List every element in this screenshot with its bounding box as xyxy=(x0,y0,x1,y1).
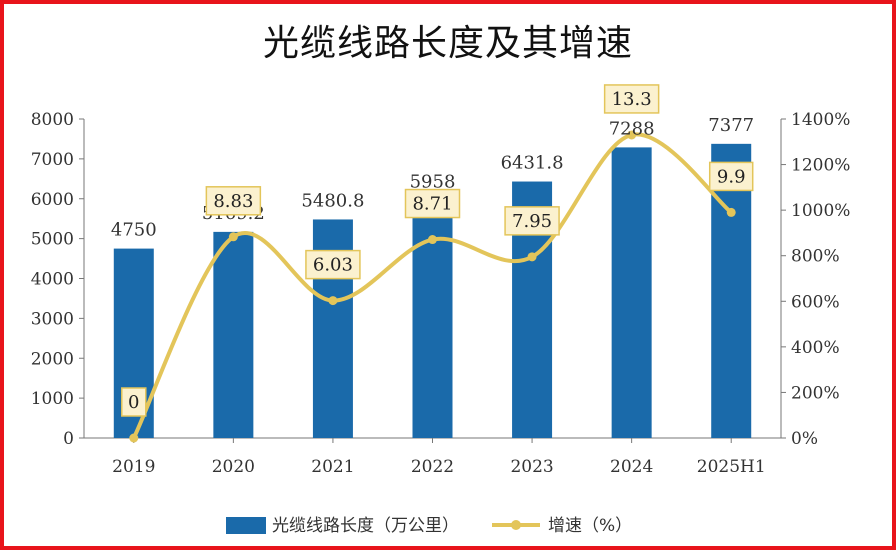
bar-value-label: 4750 xyxy=(111,220,157,241)
left-tick-label: 3000 xyxy=(31,309,74,329)
legend-bar-label: 光缆线路长度（万公里） xyxy=(272,516,459,536)
legend-bar-swatch xyxy=(226,517,266,534)
line-value-label: 7.95 xyxy=(512,211,552,232)
line-label-box xyxy=(121,387,147,417)
bar-value-label: 5480.8 xyxy=(301,190,364,211)
line-value-label: 13.3 xyxy=(612,89,652,110)
line-label-box xyxy=(205,186,262,216)
left-tick-label: 7000 xyxy=(31,150,74,170)
right-tick-label: 200% xyxy=(791,383,840,403)
left-tick-label: 8000 xyxy=(31,110,74,130)
right-tick-label: 600% xyxy=(791,292,840,312)
line-point xyxy=(328,296,338,306)
legend-line-marker xyxy=(511,520,521,530)
line-point xyxy=(428,235,437,245)
bar xyxy=(711,143,752,438)
right-tick-label: 400% xyxy=(791,338,840,358)
right-tick-label: 1400% xyxy=(791,110,850,130)
chart-title: 光缆线路长度及其增速 xyxy=(262,23,633,64)
x-tick-label: 2019 xyxy=(112,457,155,477)
line-point xyxy=(228,232,238,242)
line-value-label: 8.83 xyxy=(213,191,253,212)
line-point xyxy=(129,433,139,443)
line-value-label: 6.03 xyxy=(313,255,353,276)
left-tick-label: 1000 xyxy=(31,389,74,409)
x-tick-label: 2024 xyxy=(610,457,653,477)
bar xyxy=(213,231,254,438)
line-label-box xyxy=(708,161,754,192)
bar-value-label: 6431.8 xyxy=(501,153,564,174)
line-value-label: 9.9 xyxy=(717,166,746,187)
line-label-box xyxy=(504,206,560,236)
x-tick-label: 2021 xyxy=(311,457,354,477)
right-tick-label: 0% xyxy=(791,429,818,449)
line-point xyxy=(627,130,637,140)
x-tick-label: 2020 xyxy=(212,457,255,477)
line-label-box xyxy=(603,84,660,114)
right-tick-label: 1000% xyxy=(791,201,850,221)
line-point xyxy=(726,207,736,217)
left-tick-label: 4000 xyxy=(31,270,74,290)
bar xyxy=(611,147,652,439)
line-point xyxy=(527,252,537,262)
bar-value-label: 5958 xyxy=(410,171,456,192)
bar-value-label: 7377 xyxy=(708,115,754,136)
x-tick-label: 2022 xyxy=(411,457,454,477)
left-tick-label: 6000 xyxy=(31,190,74,210)
left-tick-label: 5000 xyxy=(31,230,74,250)
left-tick-label: 0 xyxy=(63,429,74,449)
line-label-box xyxy=(404,188,461,219)
x-tick-label: 2023 xyxy=(510,457,553,477)
legend-line-label: 增速（%） xyxy=(548,516,632,536)
right-tick-label: 1200% xyxy=(791,156,850,176)
left-tick-label: 2000 xyxy=(31,349,74,369)
right-tick-label: 800% xyxy=(791,247,840,267)
x-tick-label: 2025H1 xyxy=(697,457,766,477)
line-label-box xyxy=(305,249,361,280)
line-value-label: 8.71 xyxy=(412,194,452,215)
line-value-label: 0 xyxy=(128,392,139,413)
bar-value-label: 7288 xyxy=(609,118,655,139)
